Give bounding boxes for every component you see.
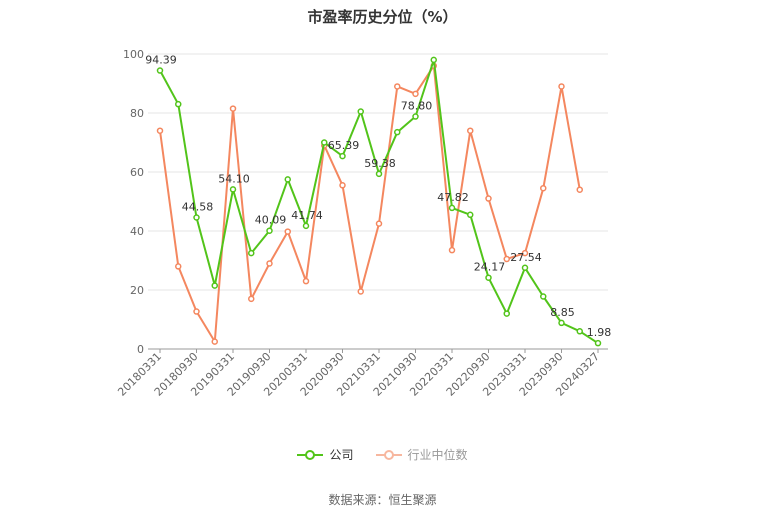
data-point-industry-median (558, 83, 565, 90)
data-point-company (193, 214, 200, 221)
data-point-industry-median (375, 220, 383, 227)
data-point-company (284, 176, 291, 183)
data-point-company (339, 152, 346, 160)
legend: 公司 行业中位数 (0, 446, 765, 463)
chart-title: 市盈率历史分位（%） (307, 8, 458, 26)
data-label: 65.39 (328, 139, 360, 152)
data-point-company (485, 274, 492, 281)
data-label: 47.82 (437, 191, 469, 204)
data-point-company (412, 113, 419, 120)
legend-line-icon (297, 449, 324, 460)
data-label: 54.10 (218, 172, 250, 185)
data-label: 1.98 (587, 326, 612, 339)
y-tick-label: 60 (130, 166, 144, 179)
y-tick-label: 80 (130, 107, 144, 120)
data-point-company (503, 310, 510, 317)
data-point-industry-median (448, 246, 456, 254)
data-point-company (594, 339, 602, 347)
y-tick-label: 40 (130, 225, 144, 238)
y-tick-label: 20 (130, 284, 144, 297)
data-point-company (302, 222, 310, 230)
data-point-company (558, 319, 565, 327)
data-labels: 94.39 44.58 54.10 40.09 41.74 65.39 59.38 78.80… (145, 54, 611, 340)
legend-item-company[interactable]: 公司 (297, 446, 354, 463)
data-point-company (521, 264, 529, 272)
data-label: 24.17 (474, 261, 506, 274)
data-label: 78.80 (401, 100, 433, 113)
data-label: 40.09 (255, 214, 287, 227)
data-point-company (266, 227, 273, 234)
data-point-company (448, 204, 456, 212)
data-point-industry-median (211, 338, 218, 345)
data-source: 数据来源：恒生聚源 (328, 493, 437, 507)
data-point-industry-median (394, 83, 401, 90)
data-point-industry-median (576, 186, 583, 193)
series-layer (156, 56, 602, 347)
data-point-company (175, 100, 182, 108)
data-label: 27.54 (510, 251, 542, 264)
legend-line-icon (375, 449, 402, 460)
legend-label-company: 公司 (329, 448, 354, 462)
data-point-industry-median (485, 195, 492, 202)
data-point-company (540, 293, 547, 300)
data-point-company (394, 128, 401, 136)
data-point-industry-median (521, 249, 529, 257)
data-label: 44.58 (182, 200, 214, 213)
data-label: 41.74 (291, 209, 323, 222)
data-point-company (211, 282, 218, 289)
data-point-company (229, 186, 237, 193)
data-point-company (248, 249, 255, 257)
data-point-industry-median (302, 277, 310, 285)
data-point-company (321, 139, 328, 146)
data-point-company (156, 67, 164, 74)
data-label: 8.85 (550, 306, 575, 319)
data-label: 59.38 (364, 157, 396, 170)
legend-label-industry-median: 行业中位数 (407, 448, 468, 462)
data-point-company (430, 56, 437, 64)
data-point-industry-median (175, 263, 182, 270)
data-point-industry-median (156, 127, 164, 134)
y-tick-label: 0 (137, 343, 144, 356)
y-tick-label: 100 (123, 48, 144, 61)
data-point-company (357, 108, 364, 115)
series-line-industry-median (159, 64, 581, 343)
data-point-industry-median (248, 295, 255, 303)
data-point-industry-median (503, 255, 510, 263)
data-point-industry-median (284, 228, 291, 235)
data-point-industry-median (193, 308, 200, 315)
data-point-company (576, 328, 583, 335)
data-point-company (375, 170, 383, 178)
data-point-industry-median (266, 260, 273, 267)
data-point-industry-median (540, 184, 547, 192)
data-point-company (467, 211, 474, 219)
data-point-industry-median (339, 182, 346, 189)
data-point-industry-median (467, 127, 474, 134)
data-label: 94.39 (145, 54, 177, 67)
data-point-industry-median (412, 90, 419, 98)
legend-item-industry-median[interactable]: 行业中位数 (375, 446, 468, 463)
data-point-industry-median (229, 105, 237, 112)
data-point-industry-median (357, 288, 364, 295)
